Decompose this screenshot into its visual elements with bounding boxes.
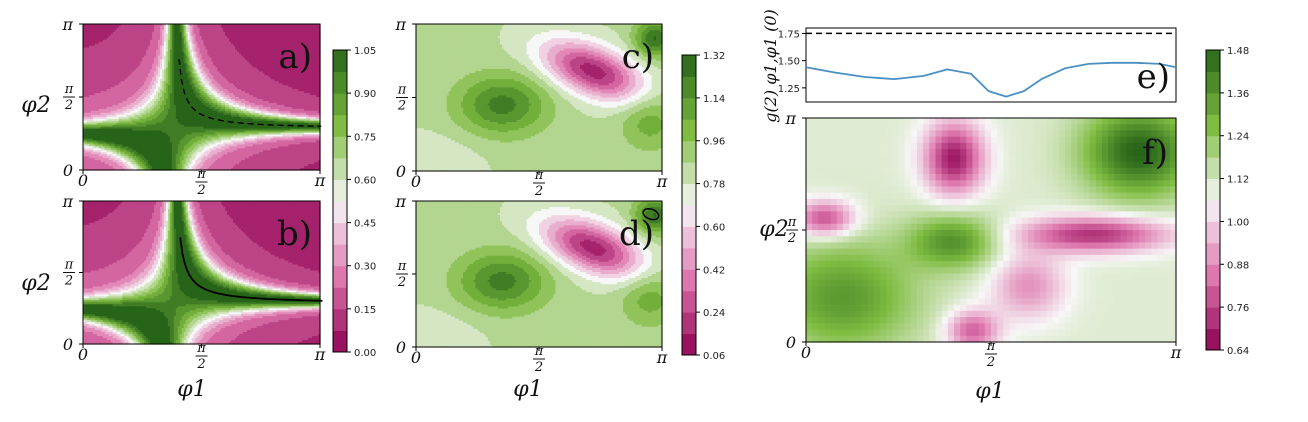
figure: 0 π2π0π2πφ2a)0 π2π0π2πφ2φ1b)0.000.150.300.… [0,0,1308,422]
